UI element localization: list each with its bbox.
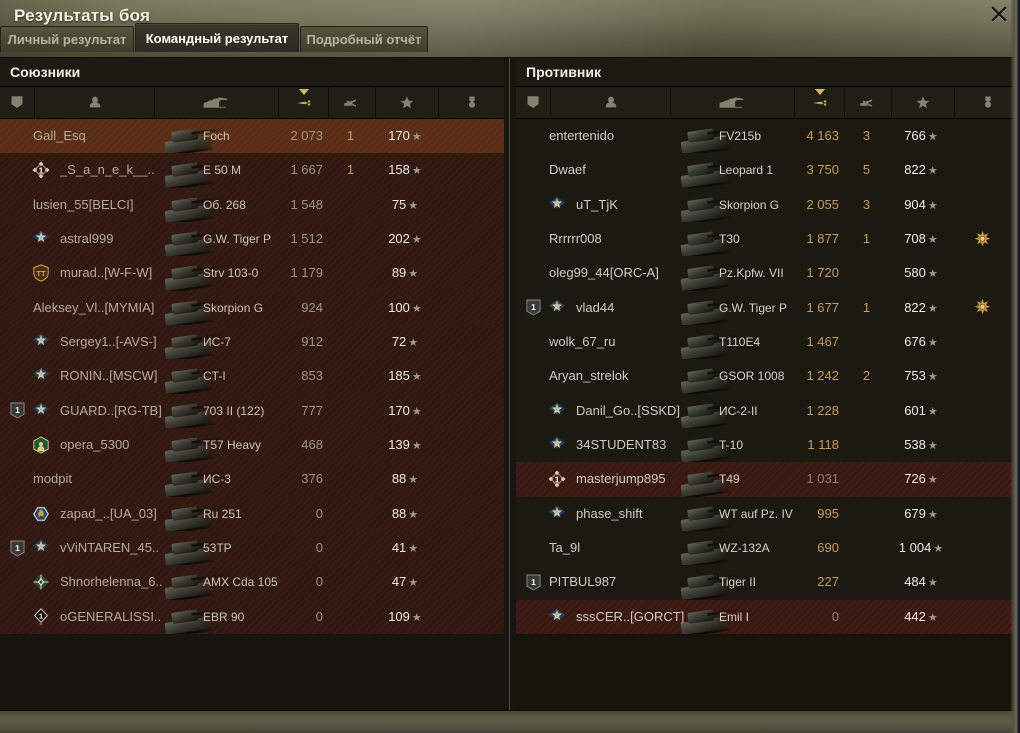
svg-text:1: 1 xyxy=(531,302,536,312)
svg-text:1: 1 xyxy=(531,577,536,587)
svg-text:1: 1 xyxy=(15,405,20,415)
svg-text:1: 1 xyxy=(39,166,44,176)
svg-text:TT: TT xyxy=(36,270,46,279)
svg-text:1: 1 xyxy=(39,612,43,621)
svg-text:1: 1 xyxy=(555,475,560,485)
svg-text:1: 1 xyxy=(15,543,20,553)
